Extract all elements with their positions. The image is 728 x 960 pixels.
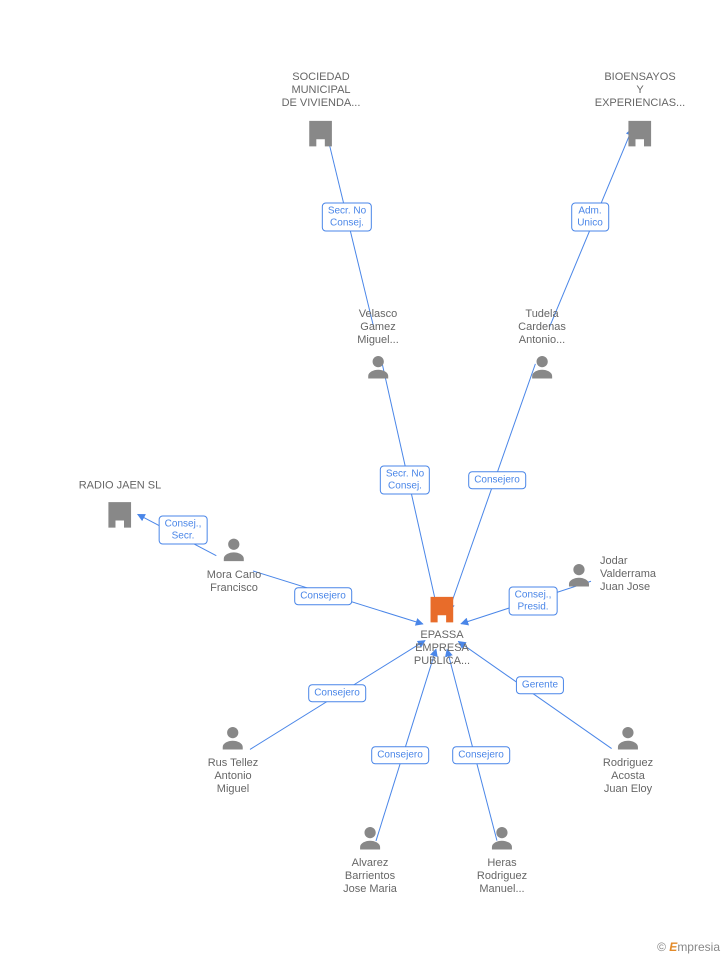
node-label: Mora Cano Francisco — [207, 569, 261, 595]
person-icon — [207, 535, 261, 565]
node-label: Tudela Cardenas Antonio... — [518, 308, 566, 348]
person-node: Jodar Valderrama Juan Jose — [564, 555, 656, 595]
edge-label: Secr. No Consej. — [322, 203, 372, 232]
person-icon — [477, 823, 527, 853]
node-label: SOCIEDAD MUNICIPAL DE VIVIENDA... — [282, 71, 361, 111]
building-node: EPASSA EMPRESA PUBLICA... — [414, 591, 470, 669]
edge — [447, 649, 497, 840]
person-icon — [564, 560, 594, 590]
person-node: Heras Rodriguez Manuel... — [477, 823, 527, 897]
person-node: Mora Cano Francisco — [207, 535, 261, 595]
edge-label: Adm. Unico — [571, 203, 609, 232]
building-icon — [79, 497, 162, 531]
person-node: Alvarez Barrientos Jose Maria — [343, 823, 397, 897]
edge-label: Consej., Secr. — [159, 516, 208, 545]
person-node: Velasco Gamez Miguel... — [357, 308, 399, 382]
person-node: Rodriguez Acosta Juan Eloy — [603, 723, 653, 797]
edge-label: Gerente — [516, 676, 564, 694]
node-label: BIOENSAYOS Y EXPERIENCIAS... — [595, 71, 685, 111]
watermark: © Empresia — [657, 940, 720, 954]
brand-rest: mpresia — [677, 940, 720, 954]
edge-label: Consejero — [468, 471, 526, 489]
person-node: Tudela Cardenas Antonio... — [518, 308, 566, 382]
person-node: Rus Tellez Antonio Miguel — [208, 723, 259, 797]
building-icon — [595, 115, 685, 149]
node-label: Jodar Valderrama Juan Jose — [600, 555, 656, 595]
network-diagram: © Empresia Secr. No Consej. Adm. Unico Sec… — [0, 0, 728, 960]
building-icon — [282, 115, 361, 149]
node-label: Heras Rodriguez Manuel... — [477, 857, 527, 897]
building-node: BIOENSAYOS Y EXPERIENCIAS... — [595, 71, 685, 149]
edge-label: Consej., Presid. — [509, 587, 558, 616]
person-icon — [518, 352, 566, 382]
edge-label: Secr. No Consej. — [380, 466, 430, 495]
edge-label: Consejero — [371, 746, 429, 764]
person-icon — [343, 823, 397, 853]
building-node: SOCIEDAD MUNICIPAL DE VIVIENDA... — [282, 71, 361, 149]
edge — [376, 649, 436, 841]
node-label: Velasco Gamez Miguel... — [357, 308, 399, 348]
edge-label: Consejero — [308, 684, 366, 702]
node-label: Rodriguez Acosta Juan Eloy — [603, 757, 653, 797]
edge — [458, 641, 611, 748]
node-label: EPASSA EMPRESA PUBLICA... — [414, 629, 470, 669]
node-label: RADIO JAEN SL — [79, 479, 162, 492]
person-icon — [208, 723, 259, 753]
edge-label: Consejero — [452, 746, 510, 764]
node-label: Alvarez Barrientos Jose Maria — [343, 857, 397, 897]
building-icon — [414, 591, 470, 625]
copyright-symbol: © — [657, 940, 666, 954]
person-icon — [357, 352, 399, 382]
person-icon — [603, 723, 653, 753]
building-node: RADIO JAEN SL — [79, 479, 162, 530]
edge-label: Consejero — [294, 587, 352, 605]
node-label: Rus Tellez Antonio Miguel — [208, 757, 259, 797]
